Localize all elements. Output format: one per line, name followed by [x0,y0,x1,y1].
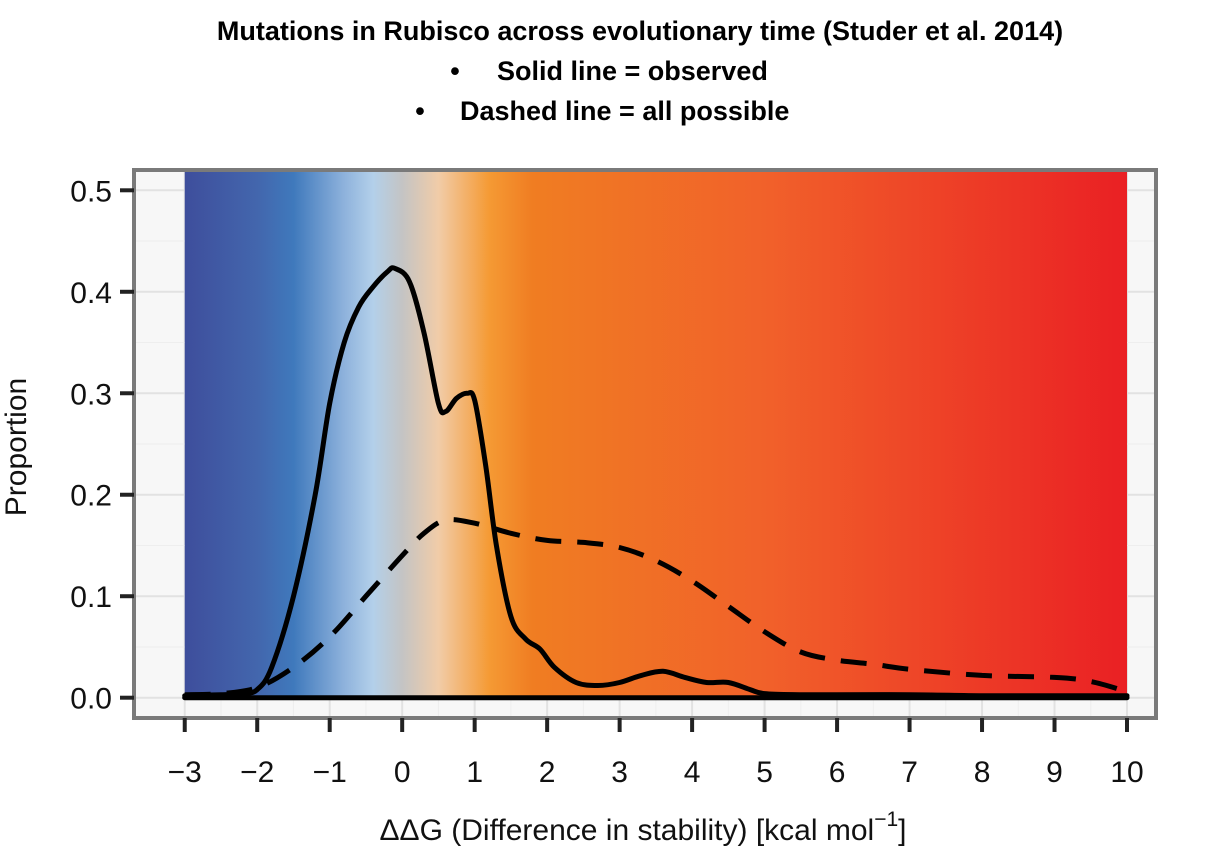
x-tick-label: 0 [394,756,411,789]
subtitle-bullet-2: • [415,96,424,126]
x-tick-label: 4 [684,756,701,789]
x-tick-label: −1 [313,756,347,789]
y-tick-label: 0.2 [70,480,112,513]
y-axis-label: Proportion [0,378,33,516]
x-tick-label: −3 [168,756,202,789]
y-tick-label: 0.5 [70,175,112,208]
subtitle-bullet-1: • [450,56,459,86]
series-layer [182,265,1130,701]
x-tick-label: 5 [756,756,773,789]
x-tick-label: 1 [466,756,483,789]
x-axis-label-close: ] [898,814,906,847]
y-tick-label: 0.3 [70,378,112,411]
x-tick-label: 2 [539,756,556,789]
y-axis: 0.0 0.1 0.2 0.3 0.4 0.5 [70,175,134,716]
x-tick-label: 6 [829,756,846,789]
x-axis-label: ΔΔG (Difference in stability) [kcal mol−… [380,808,907,847]
x-axis-label-main: ΔΔG (Difference in stability) [kcal mol [380,814,875,847]
x-tick-label: 7 [901,756,918,789]
x-tick-label: −2 [240,756,274,789]
x-tick-label: 9 [1046,756,1063,789]
chart-title: Mutations in Rubisco across evolutionary… [217,16,1063,46]
x-axis-label-superscript: −1 [874,808,898,831]
y-tick-label: 0.4 [70,277,112,310]
x-tick-label: 10 [1110,756,1143,789]
y-tick-label: 0.1 [70,581,112,614]
y-tick-label: 0.0 [70,683,112,716]
x-tick-label: 8 [974,756,991,789]
series-observed [182,265,1130,699]
x-axis: −3 −2 −1 0 1 2 3 4 5 6 7 8 9 10 [168,718,1144,789]
subtitle-line-1: Solid line = observed [497,56,768,86]
x-tick-label: 3 [611,756,628,789]
series-all-possible [184,517,1128,698]
subtitle-line-2: Dashed line = all possible [460,96,789,126]
plot-frame [132,168,1158,720]
color-gradient-band [184,172,1128,698]
